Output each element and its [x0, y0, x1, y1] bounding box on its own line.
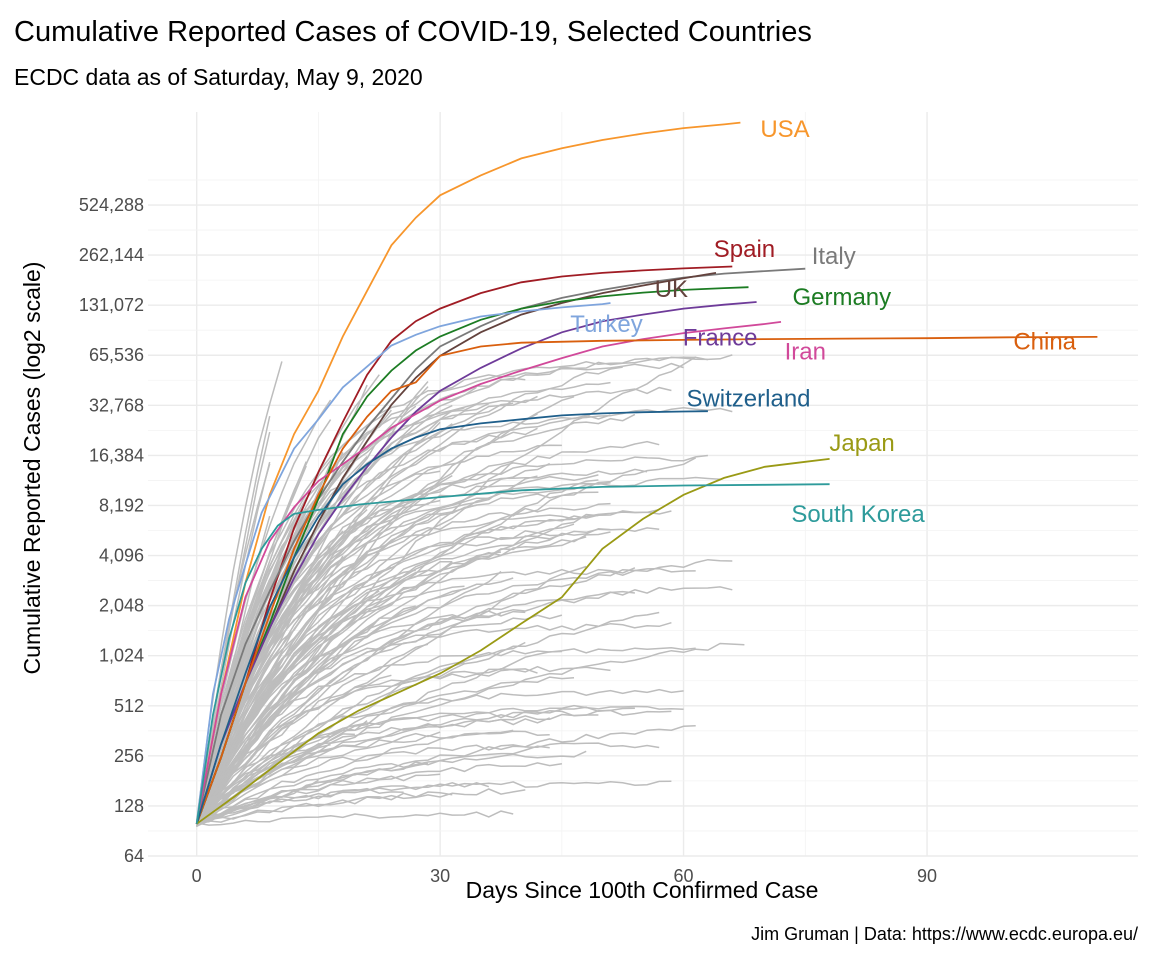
series-label-switzerland: Switzerland: [686, 386, 810, 413]
background-country-line: [196, 527, 611, 827]
series-line-spain: [195, 265, 733, 825]
series-label-uk: UK: [655, 276, 688, 303]
series-line-france: [195, 301, 757, 825]
background-country-line: [196, 618, 380, 828]
y-axis-title: Cumulative Reported Cases (log2 scale): [19, 262, 45, 675]
y-tick-label: 64: [124, 846, 144, 866]
series-line-usa: [195, 121, 741, 824]
background-country-line: [195, 399, 332, 823]
series-label-south-korea: South Korea: [791, 501, 925, 528]
series-label-france: France: [683, 324, 758, 351]
background-country-line: [196, 646, 696, 827]
background-country-line: [196, 668, 538, 823]
x-tick-label: 90: [917, 866, 937, 886]
series-line-germany: [195, 286, 749, 825]
caption: Jim Gruman | Data: https://www.ecdc.euro…: [751, 924, 1138, 944]
chart-title: Cumulative Reported Cases of COVID-19, S…: [14, 16, 812, 48]
background-country-line: [196, 643, 429, 823]
background-country-line: [196, 510, 672, 826]
background-country-line: [195, 474, 599, 823]
y-tick-label: 512: [114, 696, 144, 716]
y-tick-label: 131,072: [79, 295, 144, 315]
background-country-line: [196, 567, 696, 822]
y-tick-label: 128: [114, 796, 144, 816]
background-country-line: [196, 555, 344, 825]
background-country-line: [195, 407, 465, 824]
background-country-line: [196, 642, 745, 824]
y-axis-ticks: 64 128 256 512 1,024 2,048 4,096 8,192 16,384 32,…: [79, 195, 144, 866]
series-label-japan: Japan: [829, 430, 894, 457]
background-country-line: [196, 688, 684, 825]
background-country-line: [196, 730, 550, 826]
background-country-line: [195, 511, 307, 825]
series-label-iran: Iran: [785, 339, 826, 366]
x-axis-ticks: 0 30 60 90: [192, 866, 937, 886]
series-line-switzerland: [195, 410, 708, 825]
y-tick-label: 32,768: [89, 395, 144, 415]
series-label-china: China: [1013, 329, 1076, 356]
background-country-line: [196, 745, 550, 824]
background-country-line: [196, 791, 453, 827]
background-country-line: [196, 704, 684, 824]
background-country-line: [195, 414, 611, 824]
background-country-line: [196, 560, 453, 827]
series-line-japan: [196, 458, 830, 825]
series-line-iran: [195, 321, 782, 824]
background-country-line: [196, 743, 331, 824]
series-line-south-korea: [195, 483, 830, 824]
background-country-line: [196, 780, 672, 823]
background-country-line: [195, 481, 611, 827]
background-country-line: [196, 641, 526, 827]
background-country-line: [195, 460, 514, 824]
x-tick-label: 0: [192, 866, 202, 886]
background-country-line: [195, 413, 636, 823]
background-country-line: [196, 733, 355, 825]
y-tick-label: 1,024: [99, 646, 144, 666]
x-tick-label: 60: [674, 866, 694, 886]
y-tick-label: 524,288: [79, 195, 144, 215]
y-tick-label: 262,144: [79, 245, 144, 265]
background-country-line: [195, 386, 429, 826]
background-country-line: [195, 454, 708, 823]
y-tick-label: 16,384: [89, 445, 144, 465]
background-country-line: [196, 676, 283, 824]
series-line-italy: [195, 267, 806, 824]
background-country-line: [196, 558, 733, 825]
y-tick-label: 8,192: [99, 495, 144, 515]
y-tick-label: 4,096: [99, 546, 144, 566]
background-country-line: [196, 665, 611, 823]
background-country-line: [196, 762, 429, 823]
x-tick-label: 30: [430, 866, 450, 886]
series-line-china: [195, 336, 1098, 825]
background-country-line: [196, 457, 697, 823]
highlighted-country-lines: [195, 121, 1098, 825]
background-country-line: [196, 750, 587, 822]
background-country-line: [196, 531, 611, 822]
chart-subtitle: ECDC data as of Saturday, May 9, 2020: [14, 64, 423, 90]
series-label-usa: USA: [760, 116, 809, 143]
x-axis-title: Days Since 100th Confirmed Case: [466, 877, 819, 903]
series-label-spain: Spain: [714, 236, 775, 263]
background-country-line: [196, 731, 441, 822]
background-country-line: [196, 570, 502, 825]
background-country-line: [196, 611, 660, 826]
y-tick-label: 2,048: [99, 596, 144, 616]
series-label-germany: Germany: [792, 284, 891, 311]
background-country-line: [196, 810, 514, 826]
background-country-line: [195, 395, 538, 825]
series-label-italy: Italy: [812, 243, 856, 270]
y-tick-label: 65,536: [89, 345, 144, 365]
background-country-line: [196, 782, 490, 828]
series-label-turkey: Turkey: [570, 311, 642, 338]
background-country-line: [196, 504, 477, 824]
y-tick-label: 256: [114, 746, 144, 766]
series-labels: USA Spain Italy UK Germany Turkey France Iran Ch…: [570, 116, 1076, 528]
series-line-turkey: [195, 302, 611, 824]
background-country-line: [196, 462, 551, 824]
background-country-line: [196, 788, 526, 824]
